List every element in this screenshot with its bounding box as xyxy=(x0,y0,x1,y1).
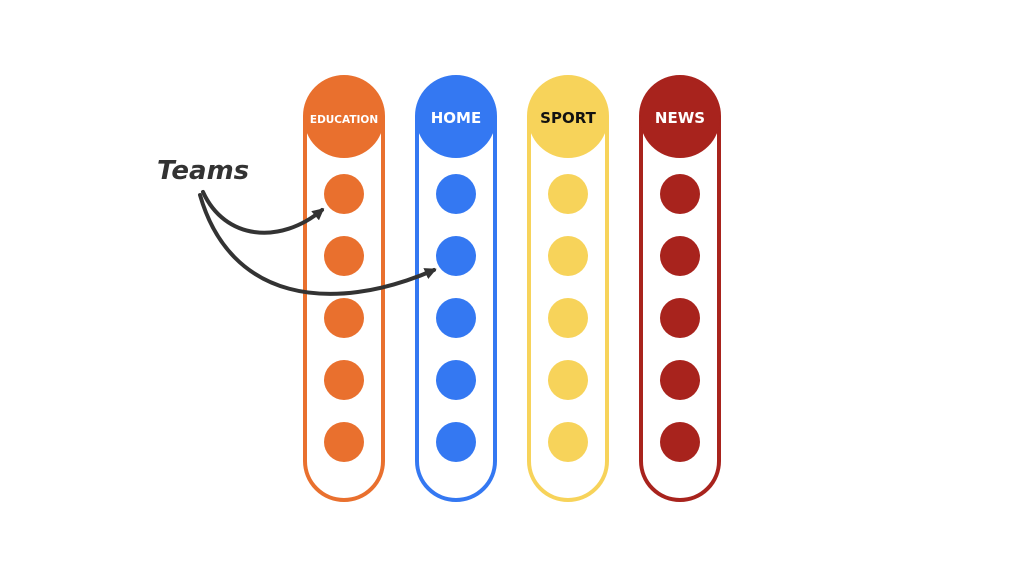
teams-arrow-to-education xyxy=(201,190,325,235)
team-dot xyxy=(660,360,700,400)
team-dot xyxy=(660,422,700,462)
column-home: HOME xyxy=(415,75,497,502)
team-dot xyxy=(324,360,364,400)
team-dot xyxy=(324,422,364,462)
column-label: EDUCATION xyxy=(310,114,378,126)
team-dot xyxy=(324,298,364,338)
columns: EDUCATION HOME SPORT NEWS xyxy=(303,75,721,502)
team-dot xyxy=(436,422,476,462)
teams-label: Teams xyxy=(157,156,249,186)
column-header-circle xyxy=(528,78,608,158)
teams-annotation: Teams xyxy=(157,156,437,296)
team-dot xyxy=(548,236,588,276)
column-outline xyxy=(527,75,609,502)
column-outline xyxy=(415,75,497,502)
team-dot xyxy=(436,298,476,338)
column-outline xyxy=(639,75,721,502)
team-dot xyxy=(660,174,700,214)
column-header-circle xyxy=(304,78,384,158)
team-dot xyxy=(436,360,476,400)
team-dot xyxy=(548,360,588,400)
team-dot xyxy=(548,422,588,462)
column-sport: SPORT xyxy=(527,75,609,502)
column-header-circle xyxy=(640,78,720,158)
team-dot xyxy=(436,236,476,276)
column-label: NEWS xyxy=(655,109,705,127)
column-header-circle xyxy=(416,78,496,158)
team-dot xyxy=(548,174,588,214)
team-dot xyxy=(548,298,588,338)
column-education: EDUCATION xyxy=(303,75,385,502)
column-label: SPORT xyxy=(540,109,596,127)
team-dot xyxy=(436,174,476,214)
team-dot xyxy=(324,236,364,276)
team-dot xyxy=(660,298,700,338)
column-label: HOME xyxy=(431,109,481,127)
team-dot xyxy=(660,236,700,276)
team-dot xyxy=(324,174,364,214)
column-news: NEWS xyxy=(639,75,721,502)
teams-arrow-to-home xyxy=(198,193,437,296)
